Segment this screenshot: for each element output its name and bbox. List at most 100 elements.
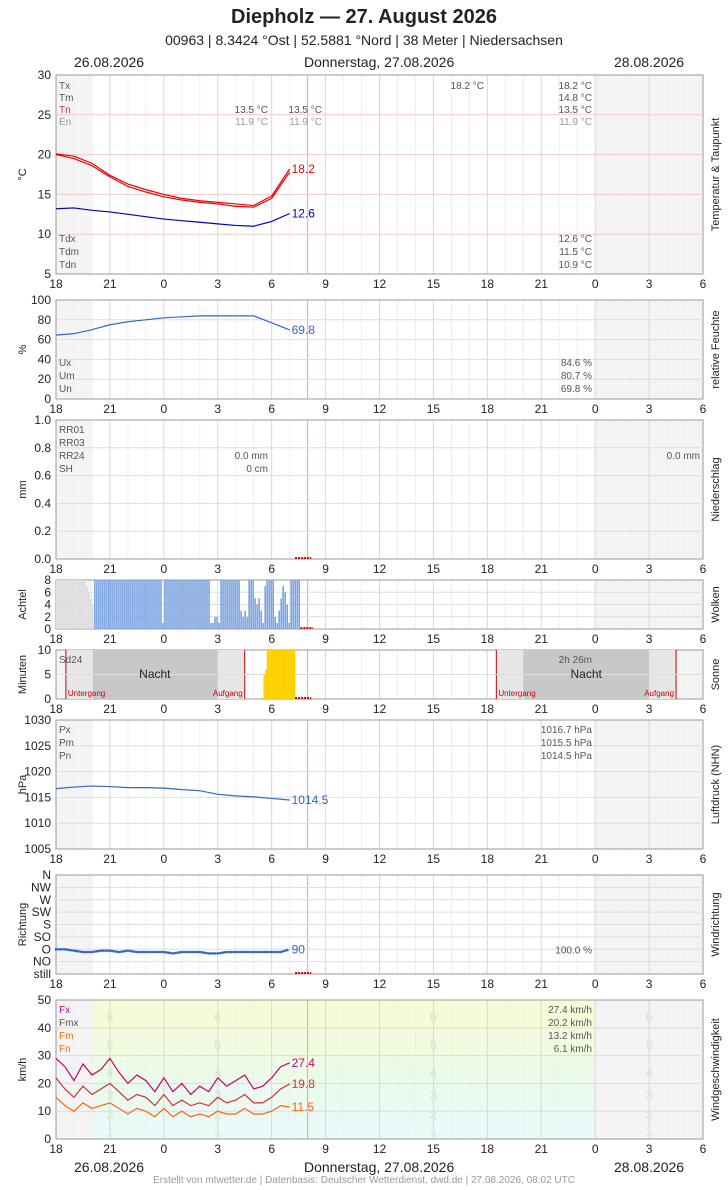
cloud-bar bbox=[120, 580, 122, 629]
cloud-bar bbox=[248, 580, 250, 629]
winddir-point bbox=[254, 950, 258, 954]
y-tick-label: 0 bbox=[44, 622, 51, 636]
beaufort-label: 6 bbox=[214, 1010, 221, 1025]
x-tick-label: 9 bbox=[322, 702, 329, 716]
winddir-point bbox=[128, 949, 132, 953]
x-tick-label: 9 bbox=[322, 852, 329, 866]
beaufort-label: 6 bbox=[430, 1010, 437, 1025]
x-tick-label: 21 bbox=[103, 702, 117, 716]
stat-value: 13.2 km/h bbox=[548, 1031, 592, 1042]
winddir-point bbox=[164, 951, 168, 954]
date-center-bottom: Donnerstag, 27.08.2026 bbox=[304, 1159, 455, 1175]
x-tick-label: 18 bbox=[481, 277, 495, 291]
date-left-top: 26.08.2026 bbox=[74, 54, 145, 70]
x-tick-label: 3 bbox=[214, 977, 221, 991]
cloud-bar bbox=[272, 580, 274, 629]
side-label-temp: Temperatur & Taupunkt bbox=[710, 118, 722, 232]
stat-value: 69.8 % bbox=[561, 384, 592, 395]
x-tick-label: 0 bbox=[160, 702, 167, 716]
winddir-point bbox=[169, 951, 172, 955]
x-tick-label: 9 bbox=[322, 562, 329, 576]
cloud-bar bbox=[258, 598, 260, 629]
winddir-point bbox=[281, 950, 285, 953]
beaufort-label: 2 bbox=[214, 1107, 221, 1122]
panel-frame bbox=[55, 74, 704, 275]
cloud-bar bbox=[224, 580, 226, 629]
x-tick-label: 12 bbox=[373, 632, 387, 646]
x-tick-label: 6 bbox=[268, 562, 275, 576]
cloud-bar bbox=[270, 580, 272, 629]
winddir-point bbox=[247, 950, 251, 954]
cloud-bar bbox=[174, 580, 176, 629]
cloud-bar bbox=[162, 622, 164, 629]
x-tick-label: 21 bbox=[103, 402, 117, 416]
winddir-point bbox=[88, 950, 91, 954]
stat-label: En bbox=[59, 117, 71, 128]
stat-value: 14.8 °C bbox=[559, 93, 592, 104]
winddir-point bbox=[104, 949, 107, 952]
stat-value: 13.5 °C bbox=[235, 105, 268, 116]
winddir-point bbox=[144, 950, 148, 954]
cloud-bar bbox=[238, 580, 240, 629]
cloud-bar bbox=[216, 616, 218, 629]
cloud-bar bbox=[152, 580, 154, 629]
cloud-bar bbox=[134, 580, 136, 629]
stat-value: 1014.5 hPa bbox=[541, 751, 593, 762]
x-tick-label: 6 bbox=[268, 1142, 275, 1156]
cloud-bar bbox=[56, 580, 58, 629]
cloud-bar bbox=[158, 580, 160, 629]
y-tick-label: 2 bbox=[44, 610, 51, 624]
winddir-point bbox=[205, 951, 208, 955]
x-tick-label: 12 bbox=[373, 562, 387, 576]
cloud-bar bbox=[96, 580, 98, 629]
sun-bar bbox=[271, 650, 274, 699]
cloud-bar bbox=[102, 580, 104, 629]
cloud-bar bbox=[282, 586, 284, 629]
winddir-point bbox=[83, 950, 87, 954]
x-tick-label: 6 bbox=[700, 277, 707, 291]
stat-label: Px bbox=[59, 725, 71, 736]
series-line-humidity-0 bbox=[55, 315, 290, 336]
x-tick-label: 9 bbox=[322, 277, 329, 291]
cloud-bar bbox=[290, 580, 293, 629]
x-tick-label: 12 bbox=[373, 702, 387, 716]
winddir-point bbox=[184, 950, 188, 954]
y-tick-label: 20 bbox=[38, 148, 52, 162]
series-line-wind-2 bbox=[55, 1096, 290, 1118]
beaufort-label: 6 bbox=[106, 1010, 113, 1025]
side-label-pressure: Luftdruck (NHN) bbox=[710, 745, 722, 824]
winddir-point bbox=[155, 950, 159, 954]
stat-label: Tn bbox=[59, 105, 71, 116]
y-tick-label: N bbox=[42, 868, 51, 882]
side-label-sun: Sonne bbox=[710, 659, 722, 691]
side-label-clouds: Wolken bbox=[710, 586, 722, 622]
x-tick-label: 3 bbox=[214, 632, 221, 646]
winddir-point bbox=[117, 950, 121, 954]
y-tick-label: 25 bbox=[38, 108, 52, 122]
cloud-bar bbox=[192, 580, 194, 629]
winddir-point bbox=[151, 950, 154, 954]
x-tick-label: 21 bbox=[535, 702, 549, 716]
series-line-temp-1 bbox=[55, 154, 291, 208]
stat-value: 11.9 °C bbox=[289, 117, 322, 128]
stat-value: 1016.7 hPa bbox=[541, 725, 593, 736]
cloud-bar bbox=[168, 580, 170, 629]
winddir-point bbox=[160, 950, 163, 954]
x-tick-label: 21 bbox=[103, 1142, 117, 1156]
cloud-bar bbox=[252, 580, 254, 629]
x-tick-label: 12 bbox=[373, 977, 387, 991]
cloud-bar bbox=[176, 580, 178, 629]
stat-label: Tx bbox=[59, 81, 70, 92]
y-tick-label: SW bbox=[32, 905, 52, 919]
beaufort-label: 5 bbox=[645, 1037, 652, 1052]
sun-bar bbox=[270, 650, 272, 699]
series-line-wind-0 bbox=[55, 1057, 290, 1096]
stat-value: 27.4 km/h bbox=[548, 1005, 592, 1016]
stat-value: 80.7 % bbox=[561, 371, 592, 382]
cloud-bar bbox=[182, 580, 184, 629]
stat-value: 84.6 % bbox=[561, 358, 592, 369]
stat-value: 18.2 °C bbox=[559, 81, 592, 92]
y-label-winddir: Richtung bbox=[17, 903, 29, 946]
date-right-bottom: 28.08.2026 bbox=[614, 1159, 685, 1175]
y-label-humidity: % bbox=[17, 344, 29, 354]
